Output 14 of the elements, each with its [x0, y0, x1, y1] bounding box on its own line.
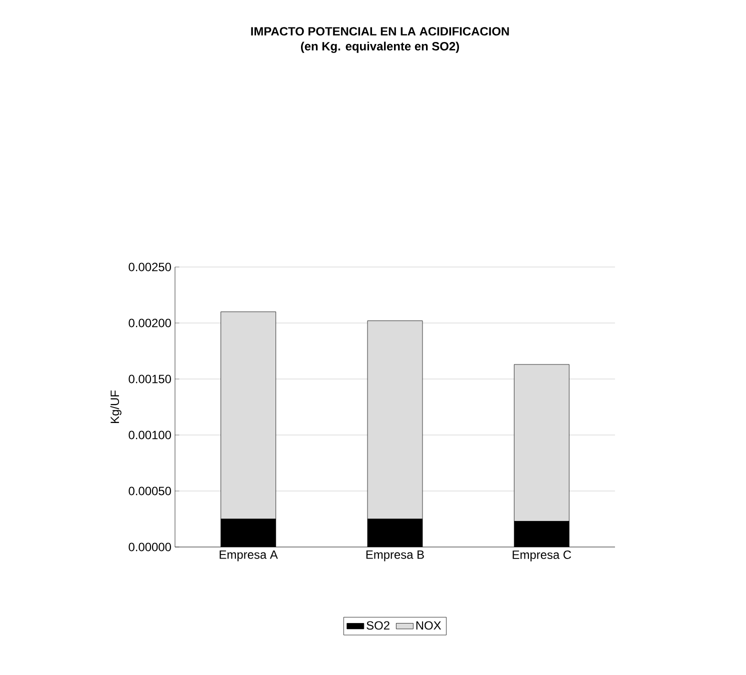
y-tick-label: 0.00000 — [128, 542, 172, 552]
y-tick-label: 0.00100 — [128, 430, 172, 440]
x-tick-label: Empresa A — [220, 550, 278, 562]
x-tick-label: Empresa B — [366, 550, 424, 562]
y-tick-label: 0.00250 — [128, 262, 172, 272]
y-tick-label: 0.00200 — [128, 318, 172, 328]
chart-title: IMPACTO POTENCIAL EN LA ACIDIFICACION — [251, 27, 509, 36]
chart-subtitle: (en Kg. equivalente en SO2) — [300, 42, 460, 53]
legend-label: SO2 — [366, 621, 390, 630]
legend-label: NOX — [416, 621, 442, 630]
y-tick-label: 0.00150 — [128, 374, 172, 384]
y-tick-label: 0.00050 — [128, 486, 172, 496]
x-tick-label: Empresa C — [512, 550, 572, 562]
y-axis-title: Kg/UF — [110, 390, 122, 423]
